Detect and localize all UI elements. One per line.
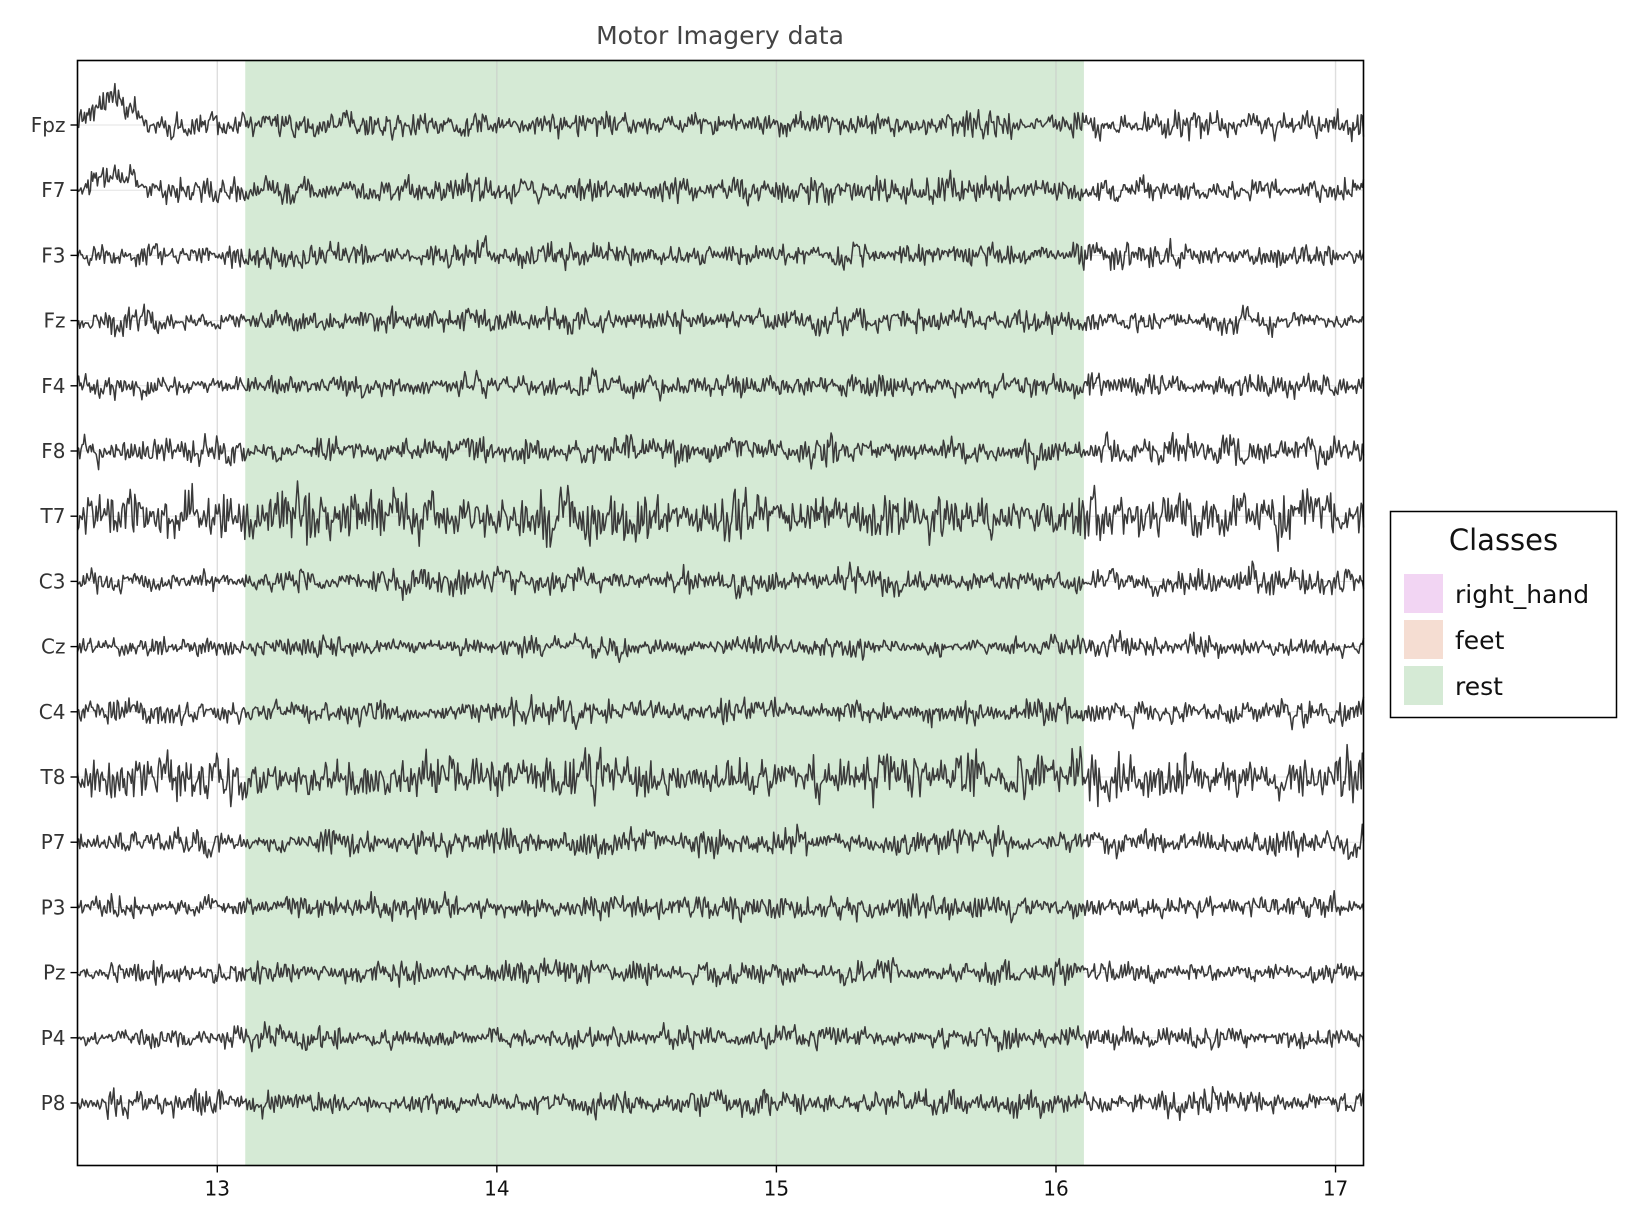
trace-t8 [76, 743, 1365, 809]
channel-label-fpz: Fpz [31, 113, 66, 137]
trace-p7 [76, 823, 1365, 861]
channel-label-f3: F3 [41, 243, 65, 267]
annotation-rest [245, 60, 1084, 1166]
x-tick-label: 17 [1323, 1177, 1348, 1201]
chart-title: Motor Imagery data [596, 21, 844, 50]
channel-label-f7: F7 [41, 178, 65, 202]
trace-fz [76, 303, 1364, 339]
trace-cz [76, 629, 1365, 664]
trace-f8 [77, 431, 1365, 471]
trace-f7 [76, 163, 1365, 207]
trace-pz [77, 956, 1365, 988]
x-tick-label: 14 [484, 1177, 509, 1201]
legend-label-feet: feet [1455, 626, 1505, 655]
channel-label-cz: Cz [41, 635, 65, 659]
channel-label-c3: C3 [39, 569, 66, 593]
trace-fpz [77, 82, 1365, 143]
x-tick-label: 16 [1043, 1177, 1068, 1201]
channel-label-p4: P4 [41, 1026, 66, 1050]
channel-label-t8: T8 [40, 765, 66, 789]
legend-swatch-rest [1404, 666, 1443, 705]
x-tick-label: 15 [764, 1177, 789, 1201]
trace-p8 [77, 1085, 1365, 1122]
channel-label-t7: T7 [40, 504, 66, 528]
trace-f4 [76, 367, 1365, 402]
legend-label-rest: rest [1455, 672, 1503, 701]
trace-c3 [76, 560, 1365, 602]
channel-label-pz: Pz [43, 961, 66, 985]
channel-label-f8: F8 [41, 439, 65, 463]
legend-label-right_hand: right_hand [1455, 580, 1589, 609]
channel-label-c4: C4 [39, 700, 66, 724]
legend-title: Classes [1449, 523, 1558, 557]
legend-swatch-feet [1404, 620, 1443, 659]
plot-frame [76, 59, 1365, 1167]
trace-t7 [76, 480, 1365, 552]
channel-label-f4: F4 [41, 374, 65, 398]
channel-label-p8: P8 [41, 1091, 66, 1115]
trace-f3 [76, 235, 1365, 272]
trace-c4 [77, 694, 1365, 731]
legend-swatch-right_hand [1404, 574, 1443, 613]
trace-p3 [76, 889, 1365, 924]
trace-p4 [76, 1021, 1365, 1053]
channel-label-fz: Fz [43, 309, 65, 333]
x-tick-label: 13 [205, 1177, 230, 1201]
channel-label-p7: P7 [41, 830, 66, 854]
channel-label-p3: P3 [41, 895, 66, 919]
